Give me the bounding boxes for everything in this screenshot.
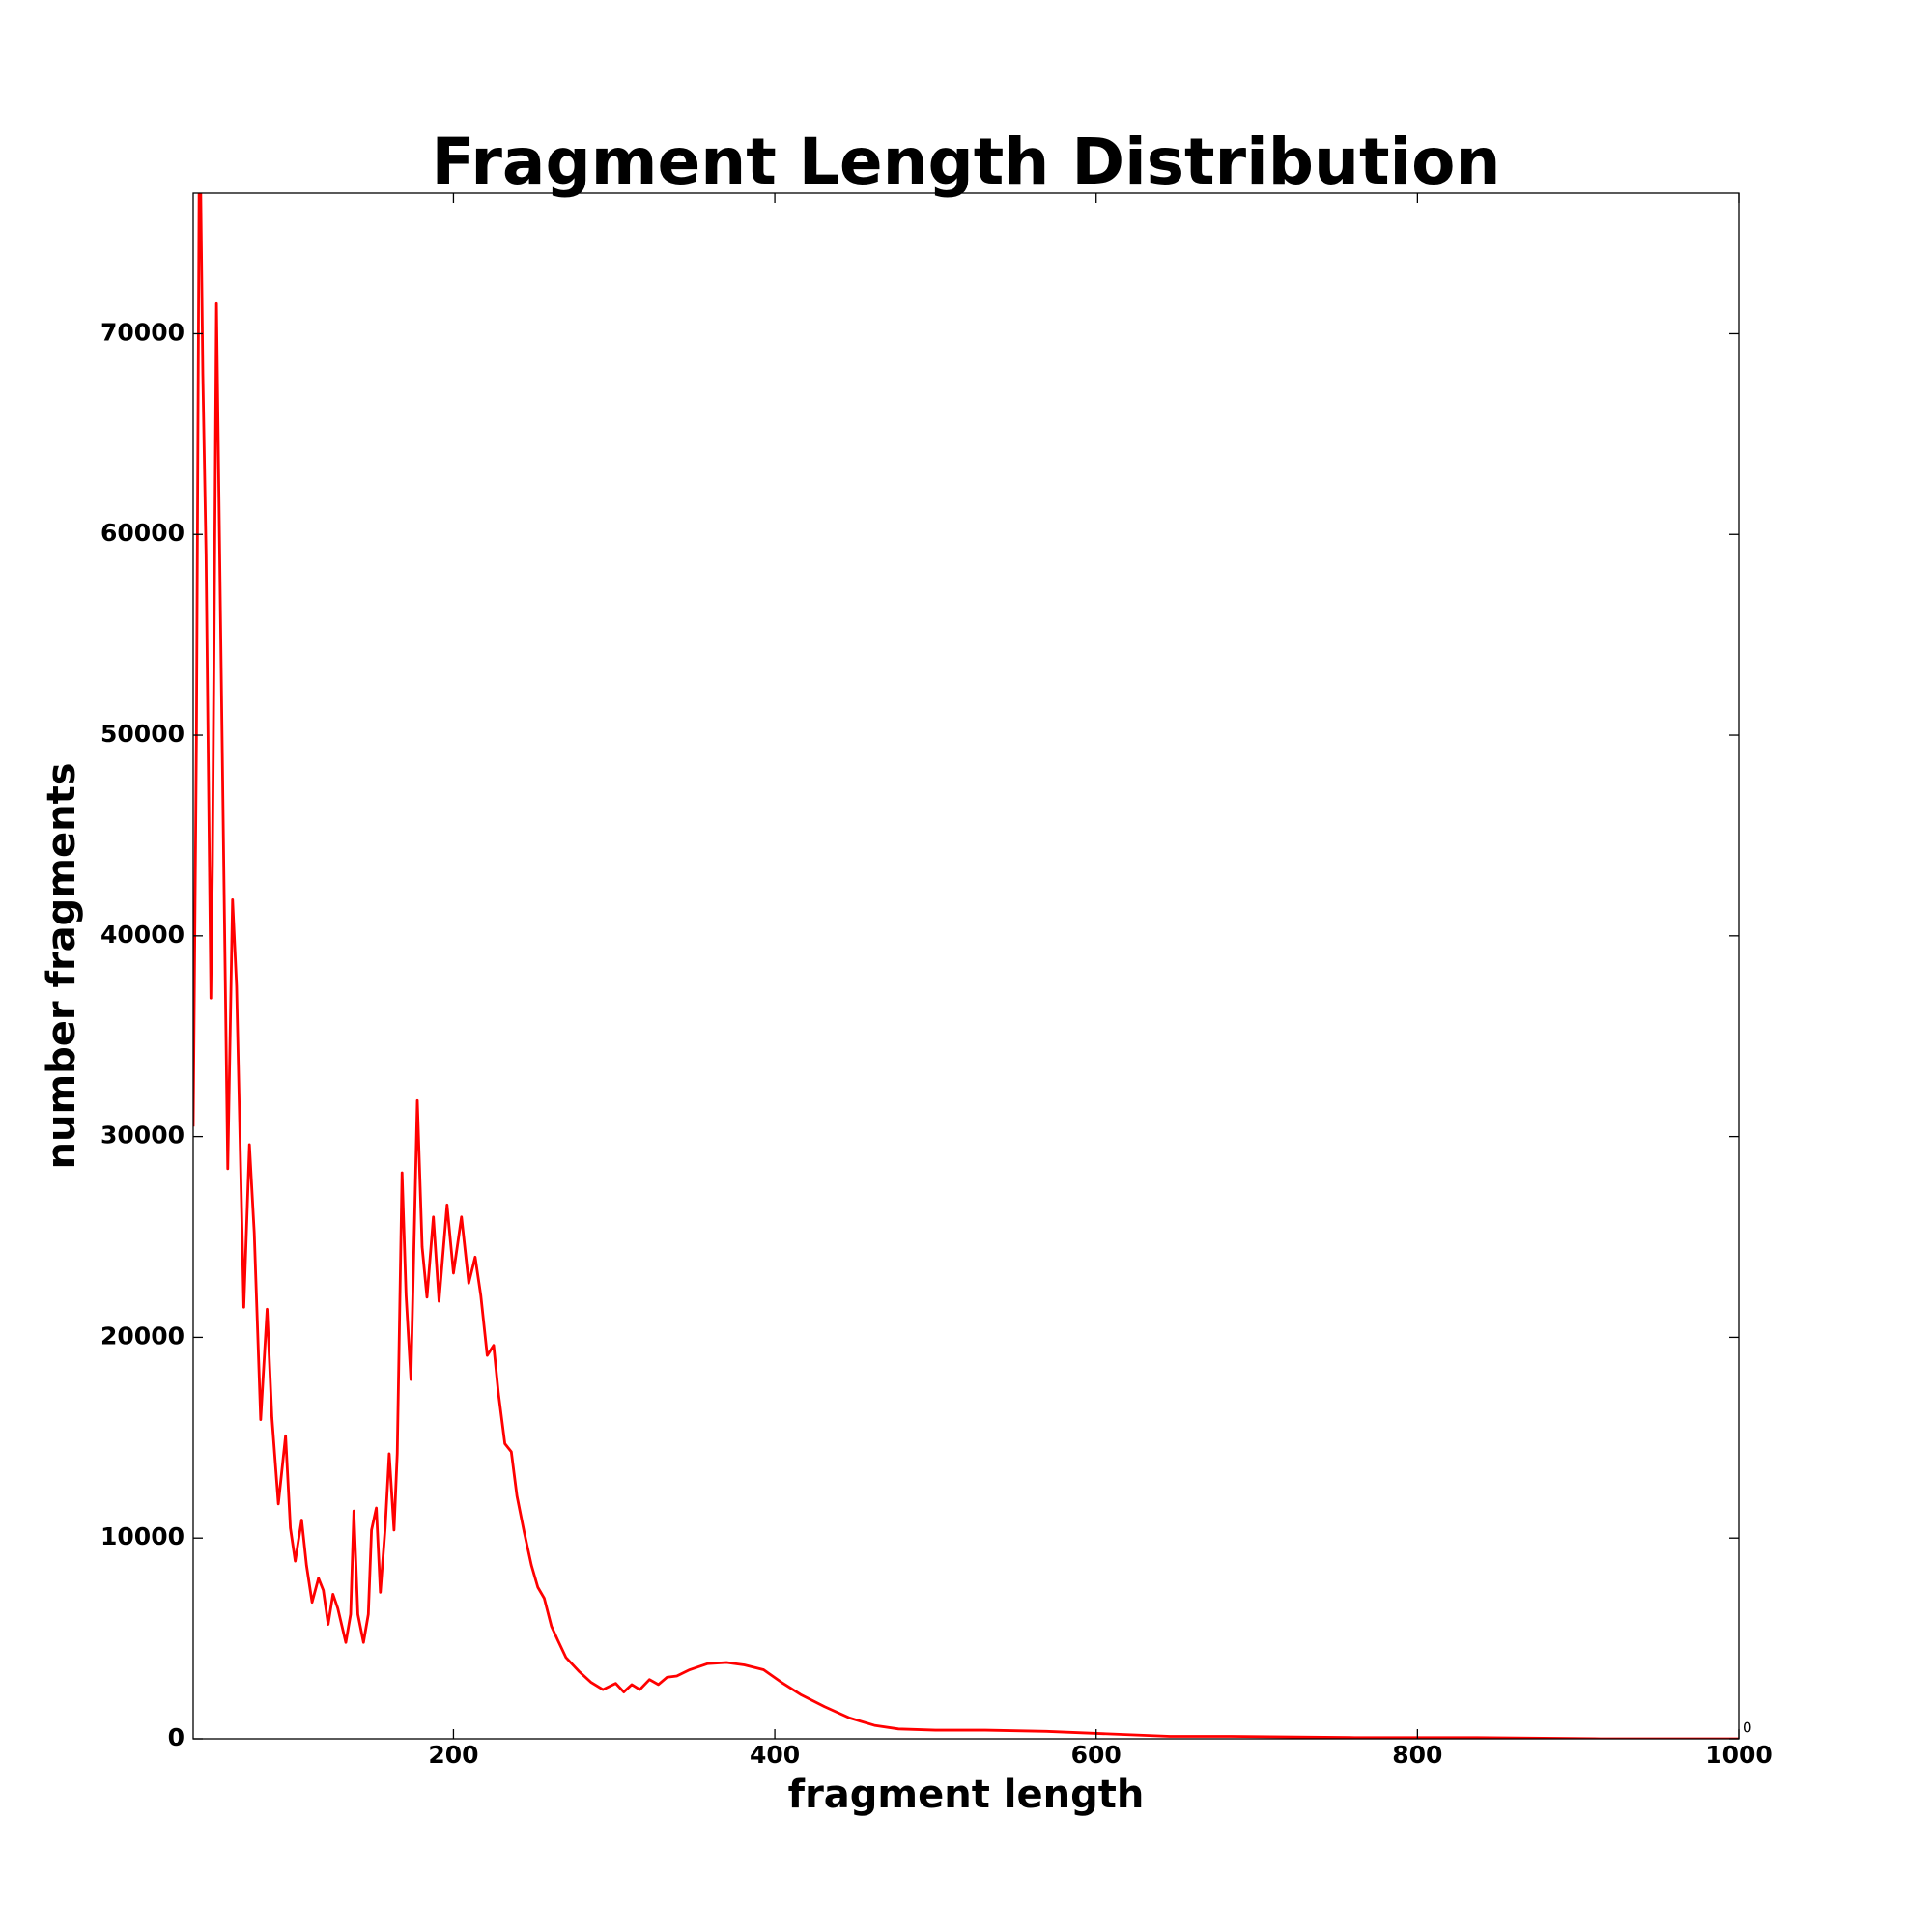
y-tick-label: 30000 (100, 1122, 185, 1150)
y-tick-label: 60000 (100, 519, 185, 547)
y-tick-label: 50000 (100, 720, 185, 748)
x-tick-label: 1000 (1705, 1741, 1773, 1769)
y-tick-label: 20000 (100, 1321, 185, 1350)
y-tick-label: 40000 (100, 921, 185, 949)
y-tick-label: 70000 (100, 318, 185, 346)
x-tick-label: 400 (750, 1741, 800, 1769)
data-line (193, 193, 1739, 1739)
x-tick-label: 800 (1392, 1741, 1442, 1769)
chart-title: Fragment Length Distribution (432, 125, 1501, 199)
x-axis-label: fragment length (788, 1773, 1145, 1817)
y-tick-label: 0 (168, 1723, 185, 1751)
x-tick-label: 600 (1071, 1741, 1122, 1769)
plot-frame (192, 192, 1740, 1740)
annotation: 0 (1743, 1719, 1752, 1737)
y-tick-label: 10000 (100, 1522, 185, 1550)
x-tick-label: 200 (428, 1741, 478, 1769)
y-axis-label: number fragments (40, 762, 84, 1169)
